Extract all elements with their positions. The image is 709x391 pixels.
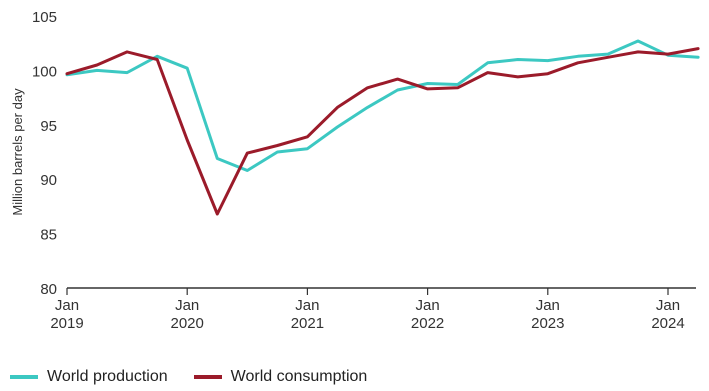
y-tick-label: 95 [40,118,57,135]
series-line-consumption [65,47,700,216]
y-axis-ticks: 80 85 90 95 100 105 [32,9,57,298]
x-tick-label-year: 2022 [411,315,444,332]
y-tick-label: 80 [40,281,57,298]
y-tick-label: 100 [32,63,57,80]
legend-label-production: World production [47,368,168,385]
y-axis-title: Million barrels per day [10,88,25,216]
x-tick-label-month: Jan [656,297,680,314]
x-tick-label-year: 2021 [291,315,324,332]
y-tick-label: 85 [40,227,57,244]
legend-swatch-consumption [193,375,222,379]
x-tick-label-month: Jan [175,297,199,314]
x-tick-label-month: Jan [55,297,79,314]
x-tick-label-month: Jan [416,297,440,314]
legend-swatch-production [10,375,38,379]
legend: World production World consumption [10,366,367,388]
x-tick-label-year: 2023 [531,315,564,332]
x-tick-label-month: Jan [295,297,319,314]
series-lines [65,39,700,216]
legend-item-production: World production [10,368,168,386]
y-tick-label: 105 [32,9,57,26]
y-tick-label: 90 [40,172,57,189]
legend-item-consumption: World consumption [193,368,368,386]
x-axis: Jan2019Jan2020Jan2021Jan2022Jan2023Jan20… [50,287,696,332]
legend-label-consumption: World consumption [230,368,368,385]
x-tick-label-year: 2024 [651,315,684,332]
x-tick-label-month: Jan [536,297,560,314]
series-line-production [65,39,700,172]
x-tick-label-year: 2019 [50,315,83,332]
x-tick-label-year: 2020 [171,315,204,332]
